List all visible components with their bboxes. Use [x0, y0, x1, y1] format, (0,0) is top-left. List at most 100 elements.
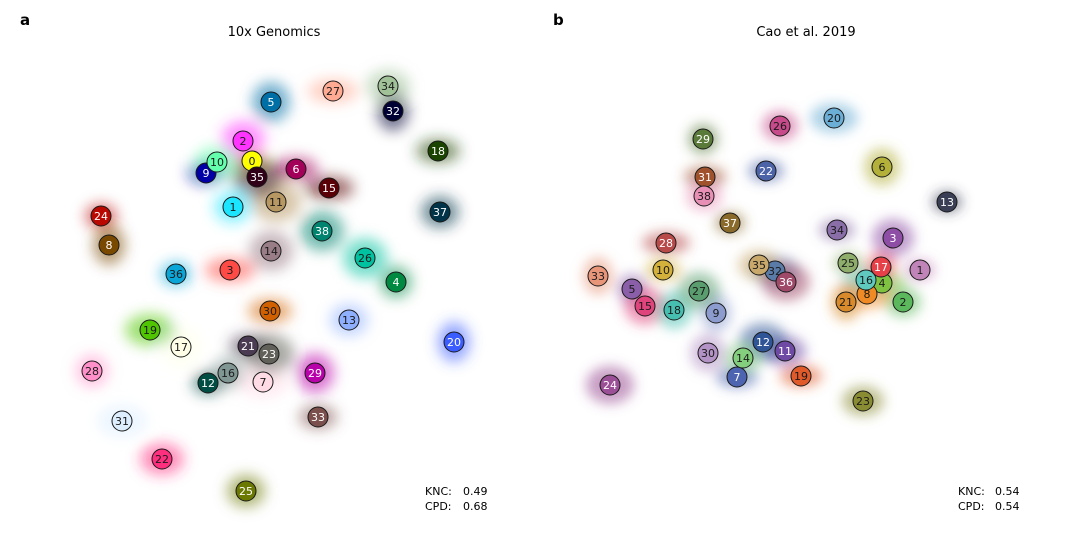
- cluster-24-label: 24: [603, 379, 617, 392]
- cluster-21-label: 21: [839, 296, 853, 309]
- cluster-18-marker: 18: [427, 140, 449, 162]
- cluster-37-label: 37: [723, 217, 737, 230]
- cluster-30-marker: 30: [697, 342, 719, 364]
- cluster-27-label: 27: [326, 85, 340, 98]
- panel-b-cpd-label: CPD:: [958, 500, 985, 513]
- cluster-34-marker: 34: [377, 75, 399, 97]
- cluster-31-label: 31: [698, 171, 712, 184]
- cluster-3-circle: [882, 227, 904, 249]
- cluster-10-label: 10: [656, 264, 670, 277]
- cluster-34-label: 34: [830, 224, 844, 237]
- panel-a-knc-label: KNC:: [425, 485, 452, 498]
- cluster-6-marker: 6: [285, 158, 307, 180]
- cluster-16-circle: [855, 269, 877, 291]
- cluster-29-marker: 29: [304, 362, 326, 384]
- cluster-38-label: 38: [315, 225, 329, 238]
- cluster-26-marker: 26: [354, 247, 376, 269]
- cluster-20-marker: 20: [823, 107, 845, 129]
- cluster-27-label: 27: [692, 285, 706, 298]
- cluster-36-marker: 36: [775, 271, 797, 293]
- cluster-31-circle: [111, 410, 133, 432]
- cluster-2-label: 2: [900, 296, 907, 309]
- cluster-33-marker: 33: [587, 265, 609, 287]
- cluster-24-circle: [599, 374, 621, 396]
- cluster-29-marker: 29: [692, 128, 714, 150]
- cluster-36-label: 36: [779, 276, 793, 289]
- cluster-11-label: 11: [778, 345, 792, 358]
- cluster-23-marker: 23: [258, 343, 280, 365]
- cluster-8-marker: 8: [98, 234, 120, 256]
- cluster-7-label: 7: [734, 371, 741, 384]
- cluster-11-circle: [774, 340, 796, 362]
- cluster-5-label: 5: [629, 283, 636, 296]
- cluster-30-marker: 30: [259, 300, 281, 322]
- cluster-10-marker: 10: [206, 151, 228, 173]
- cluster-1-marker: 1: [909, 259, 931, 281]
- cluster-21-marker: 21: [835, 291, 857, 313]
- cluster-28-circle: [81, 360, 103, 382]
- cluster-4-marker: 4: [385, 271, 407, 293]
- cluster-23-marker: 23: [852, 390, 874, 412]
- cluster-9-marker: 9: [705, 302, 727, 324]
- panel-a-cluster-labels: 0123456789101112131415161718192021222324…: [81, 75, 465, 502]
- cluster-36-circle: [775, 271, 797, 293]
- cluster-14-circle: [260, 240, 282, 262]
- cluster-22-label: 22: [155, 453, 169, 466]
- cluster-20-circle: [443, 331, 465, 353]
- cluster-12-circle: [752, 331, 774, 353]
- cluster-22-label: 22: [759, 165, 773, 178]
- cluster-24-marker: 24: [599, 374, 621, 396]
- cluster-7-circle: [726, 366, 748, 388]
- cluster-8-label: 8: [106, 239, 113, 252]
- cluster-27-marker: 27: [322, 80, 344, 102]
- cluster-22-marker: 22: [755, 160, 777, 182]
- cluster-32-label: 32: [386, 105, 400, 118]
- cluster-31-marker: 31: [694, 166, 716, 188]
- cluster-27-marker: 27: [688, 280, 710, 302]
- cluster-7-circle: [252, 371, 274, 393]
- cluster-33-circle: [587, 265, 609, 287]
- cluster-30-label: 30: [701, 347, 715, 360]
- cluster-5-circle: [260, 91, 282, 113]
- cluster-22-circle: [151, 448, 173, 470]
- cluster-23-circle: [258, 343, 280, 365]
- cluster-25-label: 25: [841, 257, 855, 270]
- cluster-12-marker: 12: [752, 331, 774, 353]
- cluster-35-circle: [748, 254, 770, 276]
- cluster-18-circle: [663, 299, 685, 321]
- cluster-37-circle: [719, 212, 741, 234]
- cluster-18-marker: 18: [663, 299, 685, 321]
- cluster-13-label: 13: [342, 314, 356, 327]
- cluster-3-marker: 3: [882, 227, 904, 249]
- cluster-26-label: 26: [358, 252, 372, 265]
- cluster-38-label: 38: [697, 190, 711, 203]
- cluster-17-circle: [870, 256, 892, 278]
- cluster-15-label: 15: [322, 182, 336, 195]
- cluster-24-circle: [90, 205, 112, 227]
- cluster-37-marker: 37: [719, 212, 741, 234]
- cluster-32-marker: 32: [382, 100, 404, 122]
- cluster-34-circle: [377, 75, 399, 97]
- cluster-17-label: 17: [174, 341, 188, 354]
- cluster-19-marker: 19: [139, 319, 161, 341]
- cluster-2-marker: 2: [892, 291, 914, 313]
- cluster-31-marker: 31: [111, 410, 133, 432]
- cluster-3-marker: 3: [219, 259, 241, 281]
- cluster-28-label: 28: [659, 237, 673, 250]
- cluster-15-circle: [318, 177, 340, 199]
- cluster-38-marker: 38: [693, 185, 715, 207]
- cluster-18-circle: [427, 140, 449, 162]
- cluster-7-marker: 7: [252, 371, 274, 393]
- cluster-3-circle: [219, 259, 241, 281]
- cluster-30-circle: [697, 342, 719, 364]
- cluster-18-label: 18: [667, 304, 681, 317]
- cluster-10-circle: [652, 259, 674, 281]
- cluster-27-circle: [322, 80, 344, 102]
- cluster-26-circle: [769, 115, 791, 137]
- cluster-5-marker: 5: [260, 91, 282, 113]
- cluster-28-circle: [655, 232, 677, 254]
- cluster-25-marker: 25: [235, 480, 257, 502]
- cluster-3-label: 3: [890, 232, 897, 245]
- cluster-17-marker: 17: [870, 256, 892, 278]
